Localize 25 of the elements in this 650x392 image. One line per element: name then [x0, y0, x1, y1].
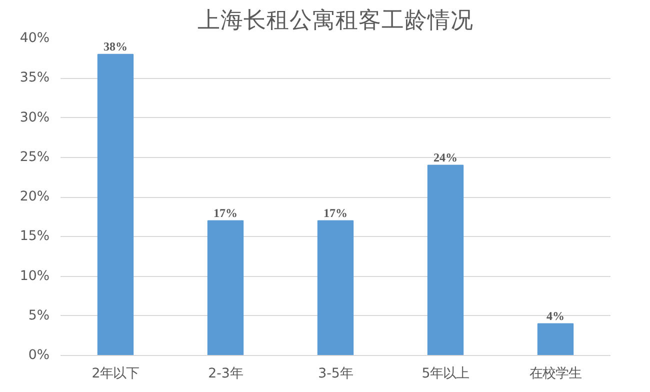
bar: [537, 323, 574, 356]
bar: [207, 220, 244, 356]
y-tick-label: 5%: [28, 308, 50, 324]
y-tick-label: 30%: [20, 110, 50, 126]
x-tick-label: 3-5年: [318, 366, 353, 382]
chart-title: 上海长租公寓租客工龄情况: [198, 8, 474, 34]
x-tick-label: 2-3年: [208, 366, 243, 382]
bar: [97, 54, 134, 356]
x-tick-label: 在校学生: [530, 366, 582, 382]
y-tick-label: 40%: [20, 31, 50, 46]
data-label: 17%: [214, 206, 238, 220]
data-label: 17%: [324, 206, 348, 220]
x-tick-label: 2年以下: [92, 366, 140, 382]
y-tick-label: 35%: [20, 70, 50, 86]
y-tick-label: 10%: [20, 268, 50, 284]
y-tick-label: 0%: [28, 348, 50, 363]
data-label: 4%: [546, 308, 564, 323]
x-tick-label: 5年以上: [422, 366, 470, 382]
bar: [317, 220, 354, 356]
y-tick-label: 15%: [20, 229, 50, 244]
data-label: 24%: [434, 150, 458, 164]
y-tick-label: 20%: [20, 190, 50, 204]
y-tick-label: 25%: [20, 150, 50, 165]
data-label: 38%: [104, 39, 128, 54]
bar: [427, 164, 464, 356]
